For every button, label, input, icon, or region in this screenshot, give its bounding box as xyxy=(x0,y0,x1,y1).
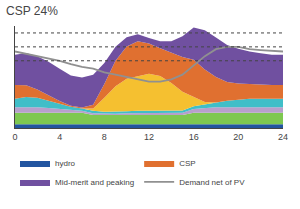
svg-text:Mid-merit and peaking: Mid-merit and peaking xyxy=(55,178,134,187)
svg-text:12: 12 xyxy=(144,132,154,142)
svg-text:0: 0 xyxy=(12,132,17,142)
svg-text:CSP: CSP xyxy=(179,159,195,168)
svg-text:16: 16 xyxy=(189,132,199,142)
svg-text:20: 20 xyxy=(233,132,243,142)
svg-text:8: 8 xyxy=(102,132,107,142)
svg-text:hydro: hydro xyxy=(55,159,76,168)
svg-text:4: 4 xyxy=(57,132,62,142)
svg-text:24: 24 xyxy=(278,132,288,142)
svg-text:CSP 24%: CSP 24% xyxy=(6,4,58,18)
svg-text:Demand net of PV: Demand net of PV xyxy=(179,178,245,187)
